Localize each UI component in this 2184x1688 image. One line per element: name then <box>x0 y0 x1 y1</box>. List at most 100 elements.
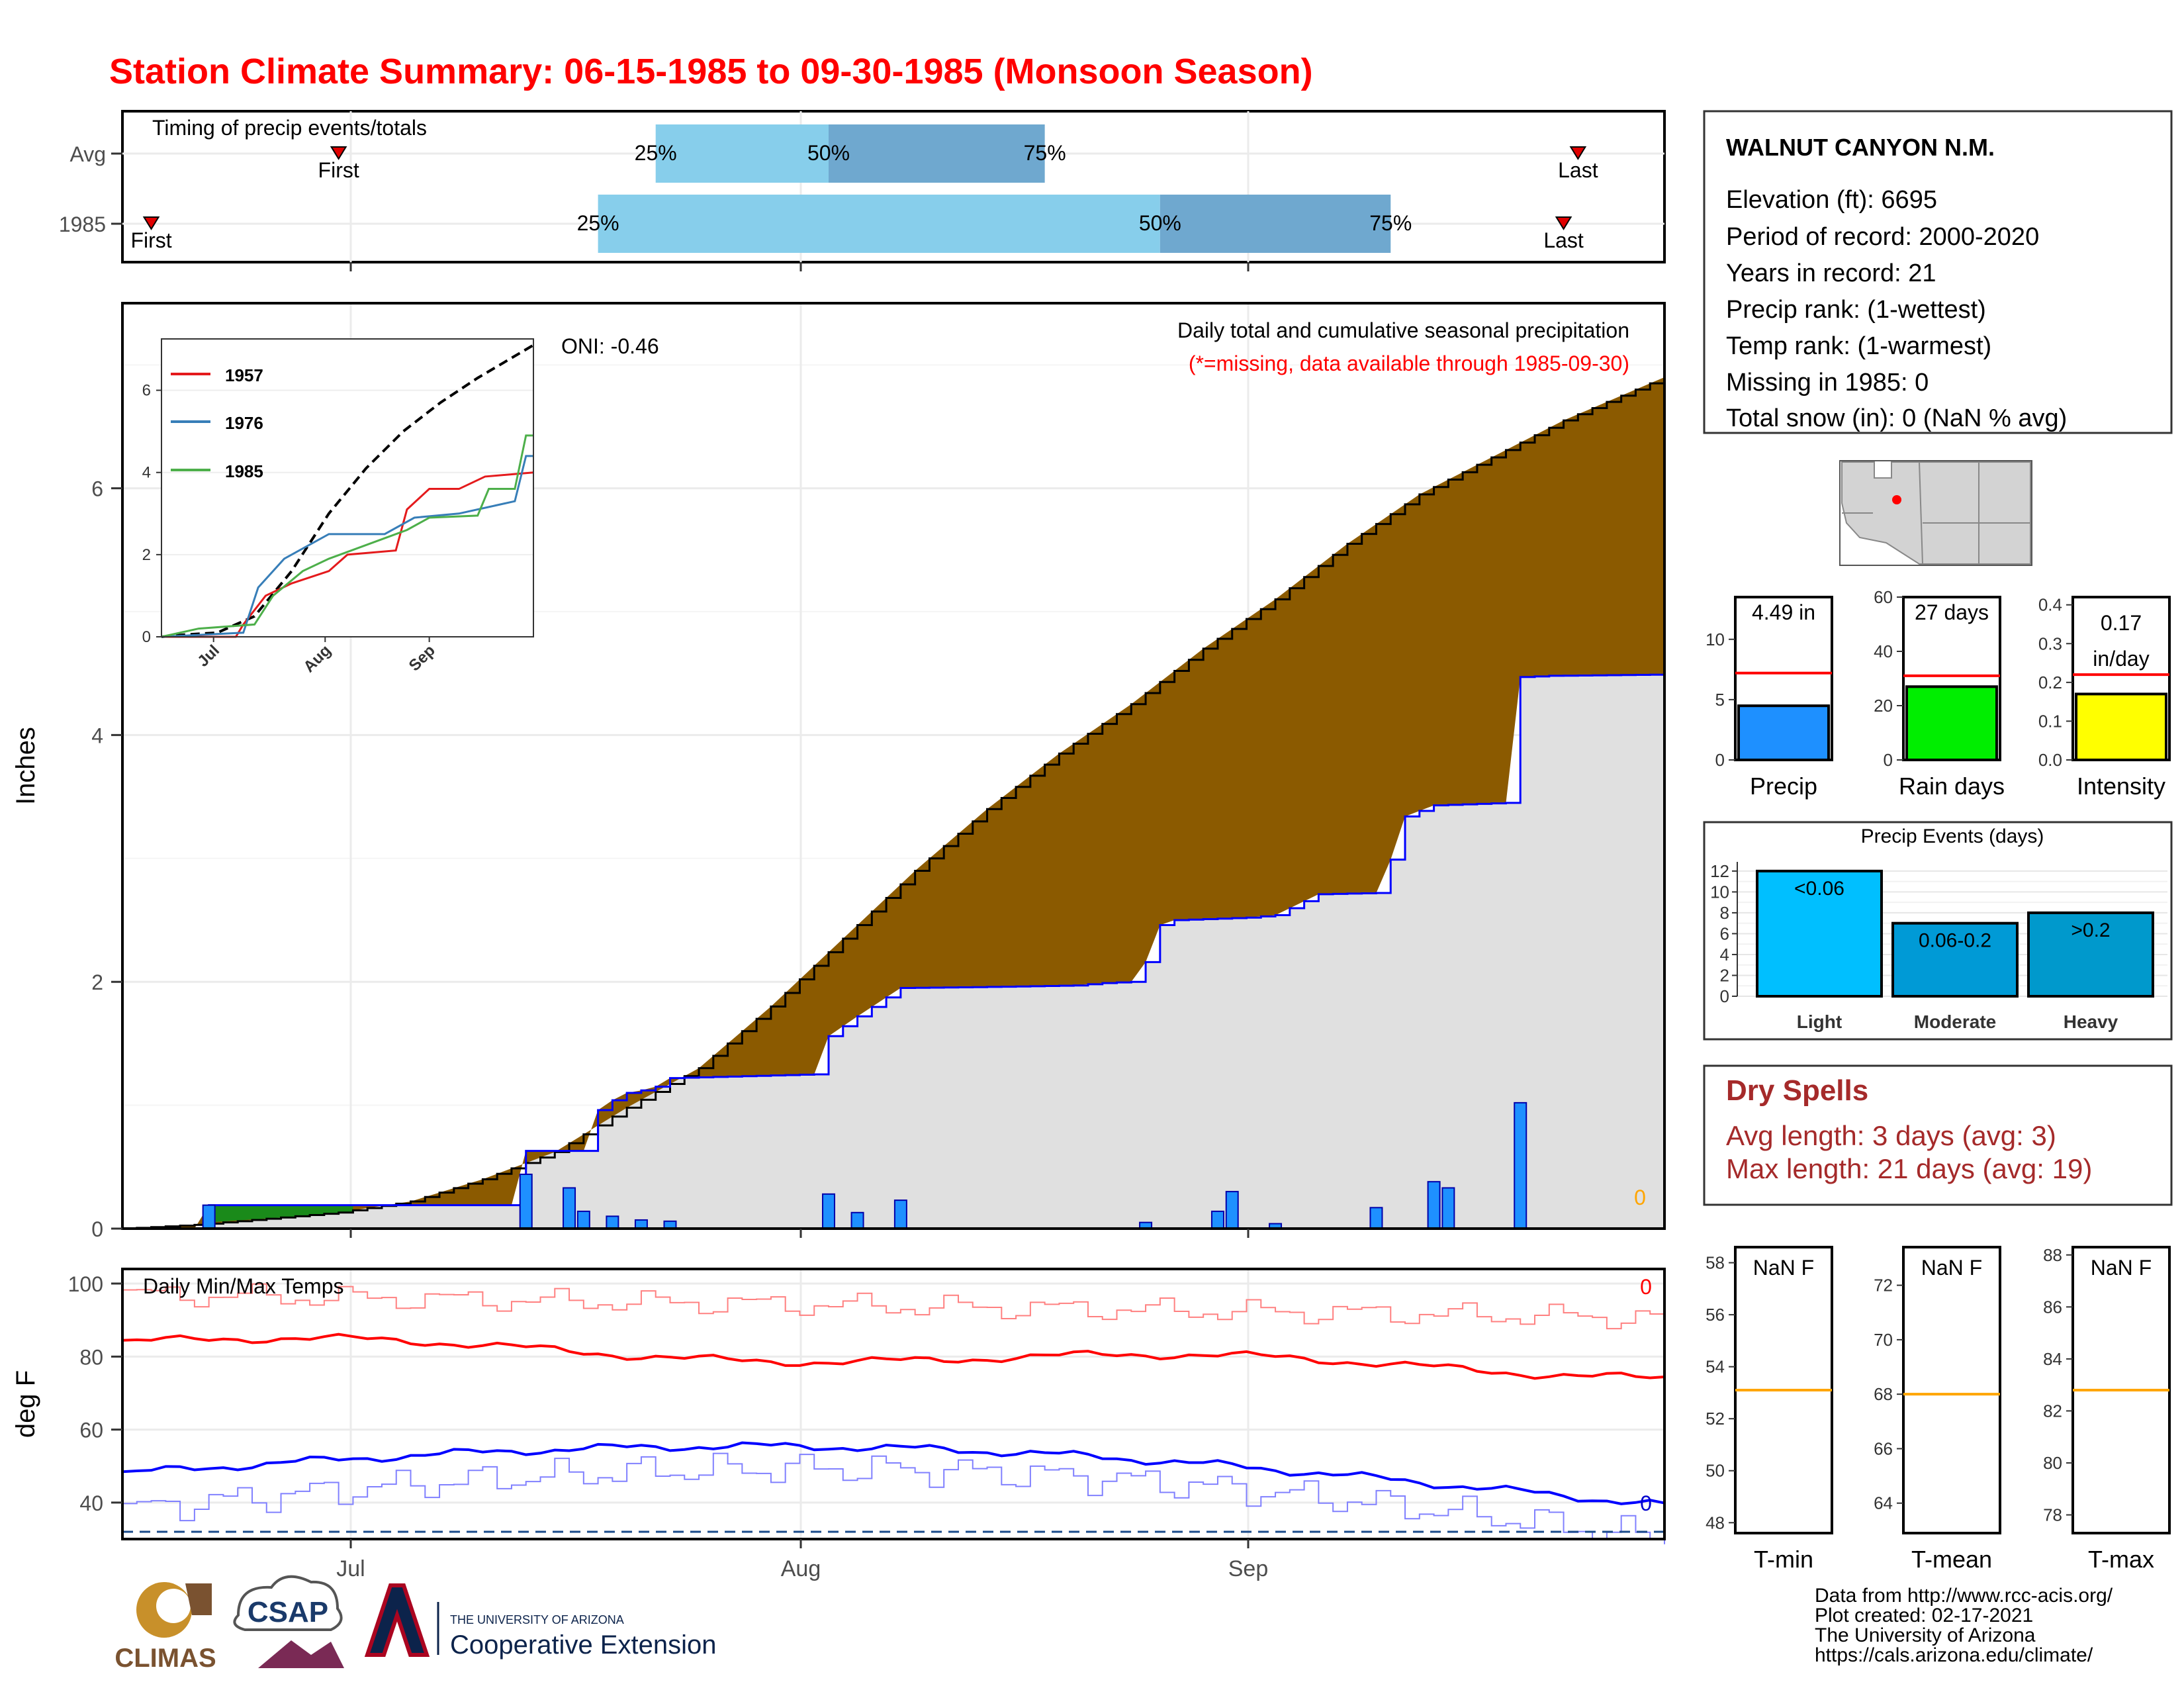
dry-spells-title: Dry Spells <box>1726 1074 1868 1107</box>
event-category-label: Moderate <box>1914 1011 1996 1032</box>
timing-label-q25: 25% <box>577 211 619 235</box>
temp-value-label: NaN F <box>1921 1256 1982 1280</box>
footer-line-url: https://cals.arizona.edu/climate/ <box>1815 1644 2093 1666</box>
inset-legend-1985: 1985 <box>225 461 263 481</box>
summary-bars: 4.49 in 0 5 10 Precip 27 days 0 20 40 60 Rain days… <box>1706 587 2171 800</box>
event-ytick-label: 8 <box>1720 903 1729 923</box>
summary-value-label: 0.17 <box>2101 611 2142 635</box>
temp-ytick-label: 64 <box>1874 1493 1893 1513</box>
temp-ytick-label: 78 <box>2043 1505 2062 1525</box>
summary-bar-precip <box>1737 704 1830 762</box>
temp-ytick-label: 54 <box>1706 1357 1725 1377</box>
event-ytick-label: 12 <box>1710 861 1729 881</box>
event-category-label: Light <box>1797 1011 1842 1032</box>
event-bar-label: >0.2 <box>2071 919 2110 941</box>
summary-bar-rain-days <box>1905 685 1998 762</box>
dry-spells-avg: Avg length: 3 days (avg: 3) <box>1726 1120 2056 1151</box>
temp-value-label: NaN F <box>1753 1256 1814 1280</box>
daily-precip-bar <box>563 1187 576 1230</box>
event-ytick-label: 10 <box>1710 882 1729 902</box>
figure-title: Station Climate Summary: 06-15-1985 to 0… <box>109 52 1313 91</box>
temp-ytick-label: 48 <box>1706 1513 1725 1532</box>
xtick-label: Aug <box>781 1556 821 1581</box>
summary-value-label: 4.49 in <box>1752 600 1815 624</box>
inset-ytick-label: 6 <box>142 382 151 400</box>
daily-precip-bar <box>576 1210 590 1230</box>
summary-ytick-label: 0.1 <box>2038 711 2062 731</box>
daily-precip-bar <box>606 1215 619 1229</box>
temp-ytick-label: 84 <box>2043 1349 2062 1369</box>
daily-precip-bar <box>1210 1210 1224 1230</box>
tmin-daily-line <box>122 1452 1665 1544</box>
temp-ytick-label: 60 <box>79 1419 103 1442</box>
temp-ytick-label: 72 <box>1874 1276 1893 1295</box>
daily-precip-bar <box>1225 1191 1239 1229</box>
timing-label-q50: 50% <box>1139 211 1181 235</box>
temp-ytick-label: 80 <box>79 1345 103 1369</box>
station-location-dot <box>1892 495 1901 504</box>
inset-avg-line <box>161 344 535 638</box>
timing-last-marker <box>1555 216 1572 230</box>
summary-ytick-label: 0.2 <box>2038 673 2062 692</box>
cumulative-1985-fill <box>122 675 1664 1229</box>
event-category-label: Heavy <box>2064 1011 2118 1032</box>
temp-ytick-label: 66 <box>1874 1438 1893 1458</box>
temp-category-label: T-min <box>1754 1546 1813 1573</box>
summary-ytick-label: 40 <box>1874 641 1893 661</box>
precip-zero-label: 0 <box>1634 1186 1646 1209</box>
temp-ytick-label: 88 <box>2043 1245 2062 1265</box>
footer-line-data: Data from http://www.rcc-acis.org/ <box>1815 1585 2113 1607</box>
climas-logo-text: CLIMAS <box>114 1644 216 1673</box>
inset-ytick-label: 2 <box>142 546 151 564</box>
precip-panel: 0 2 4 6 Inches Daily total and cumulative s… <box>11 302 1666 1241</box>
summary-ytick-label: 0 <box>1884 750 1893 770</box>
inset-1985-line <box>161 434 533 638</box>
csap-logo: CSAP <box>233 1575 344 1668</box>
footer-line-ua: The University of Arizona <box>1815 1624 2036 1646</box>
summary-ytick-label: 5 <box>1715 690 1725 710</box>
daily-precip-bar <box>1369 1207 1383 1230</box>
cumulative-avg-line <box>122 377 1666 1230</box>
summary-category-label: Precip <box>1750 773 1817 800</box>
timing-label-q50: 50% <box>807 141 850 165</box>
daily-precip-bar <box>1441 1187 1455 1230</box>
inset-ytick-label: 4 <box>142 464 151 482</box>
temp-ytick-label: 58 <box>1706 1253 1725 1273</box>
footer-line-created: Plot created: 02-17-2021 <box>1815 1605 2033 1626</box>
dry-spells-max: Max length: 21 days (avg: 19) <box>1726 1153 2092 1184</box>
temp-category-label: T-max <box>2088 1546 2154 1573</box>
timing-first-marker <box>142 216 160 230</box>
inset-legend-1957: 1957 <box>225 365 263 385</box>
temp-ytick-label: 86 <box>2043 1297 2062 1317</box>
summary-ytick-label: 0.0 <box>2038 750 2062 770</box>
temp-title: Daily Min/Max Temps <box>143 1274 343 1298</box>
station-line-snow: Total snow (in): 0 (NaN % avg) <box>1726 404 2067 432</box>
precip-ytick-label: 2 <box>91 970 103 994</box>
timing-first-label: First <box>130 228 171 252</box>
timing-label-q75: 75% <box>1024 141 1066 165</box>
summary-bar-intensity <box>2075 692 2167 762</box>
summary-ytick-label: 0.4 <box>2038 595 2062 615</box>
timing-panel: 25% 50% 75% First Last 25% 50% 75% First Last Tim… <box>59 110 1666 271</box>
summary-ytick-label: 0.3 <box>2038 633 2062 653</box>
temp-ytick-label: 82 <box>2043 1401 2062 1421</box>
temp-ytick-label: 52 <box>1706 1409 1725 1429</box>
event-bar-label: <0.06 <box>1794 878 1844 900</box>
event-ytick-label: 4 <box>1720 945 1729 964</box>
summary-ytick-label: 0 <box>1715 750 1725 770</box>
timing-last-marker <box>1569 146 1587 160</box>
station-line-precip-rank: Precip rank: (1-wettest) <box>1726 296 1986 324</box>
tmin-count-label: 0 <box>1640 1491 1652 1515</box>
event-ytick-label: 2 <box>1720 965 1729 985</box>
precip-subtitle-missing: (*=missing, data available through 1985-… <box>1189 352 1629 375</box>
event-bar-label: 0.06-0.2 <box>1919 930 1991 952</box>
station-name: WALNUT CANYON N.M. <box>1726 134 1995 161</box>
precip-ytick-label: 4 <box>91 724 103 747</box>
footer-credits: Data from http://www.rcc-acis.org/ Plot … <box>1815 1585 2113 1666</box>
xtick-label: Sep <box>1228 1556 1269 1581</box>
precip-events-chart: Precip Events (days) <0.06 Light 0.06-0.2 M… <box>1703 821 2173 1041</box>
daily-precip-bar <box>519 1173 533 1230</box>
cumulative-1985-line <box>122 673 1666 1230</box>
university-of-arizona-logo: THE UNIVERSITY OF ARIZONA Cooperative Ex… <box>364 1583 716 1660</box>
